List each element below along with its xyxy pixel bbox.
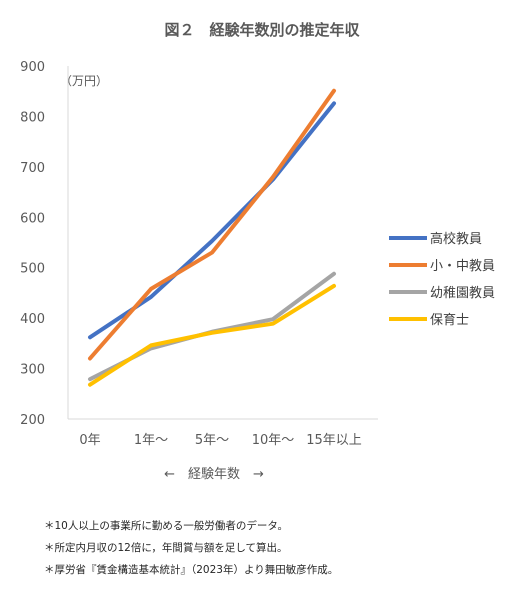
y-tick-label: 700 (20, 161, 45, 176)
y-tick-label: 200 (20, 413, 45, 428)
legend-label: 高校教員 (430, 231, 482, 247)
legend-label: 幼稚園教員 (430, 285, 495, 301)
footnote: ＊所定内月収の12倍に，年間賞与額を足して算出。 (44, 542, 288, 554)
y-tick-label: 400 (20, 312, 45, 327)
y-tick-label: 300 (20, 363, 45, 378)
footnote: ＊厚労省『賃金構造基本統計』（2023年）より舞田敏彦作成。 (44, 564, 339, 576)
y-tick-label: 800 (20, 110, 45, 125)
unit-label: （万円） (60, 74, 108, 88)
y-tick-label: 500 (20, 262, 45, 277)
x-tick-labels: 0年 1年～ 5年～ 10年～ 15年以上 (79, 433, 361, 448)
series-lines (88, 88, 336, 387)
chart-title: 図２ 経験年数別の推定年収 (164, 21, 360, 39)
x-axis-label: ← 経験年数 → (164, 467, 264, 482)
series-line-2 (88, 88, 336, 361)
x-tick-label: 10年～ (252, 433, 295, 448)
legend-label: 小・中教員 (430, 258, 495, 274)
x-tick-label: 5年～ (195, 433, 229, 448)
footnote: ＊10人以上の事業所に勤める一般労働者のデータ。 (44, 520, 289, 532)
x-tick-label: 1年～ (134, 433, 168, 448)
line-chart: 図２ 経験年数別の推定年収 （万円） 200 300 400 500 600 700 800… (20, 21, 495, 482)
x-tick-label: 15年以上 (306, 433, 362, 448)
y-tick-labels: 200 300 400 500 600 700 800 900 (20, 60, 45, 428)
legend-label: 保育士 (430, 312, 469, 328)
series-line-4 (88, 283, 336, 387)
y-tick-label: 900 (20, 60, 45, 75)
x-tick-label: 0年 (79, 433, 100, 448)
footnotes: ＊10人以上の事業所に勤める一般労働者のデータ。 ＊所定内月収の12倍に，年間賞… (44, 515, 338, 581)
y-tick-label: 600 (20, 211, 45, 226)
